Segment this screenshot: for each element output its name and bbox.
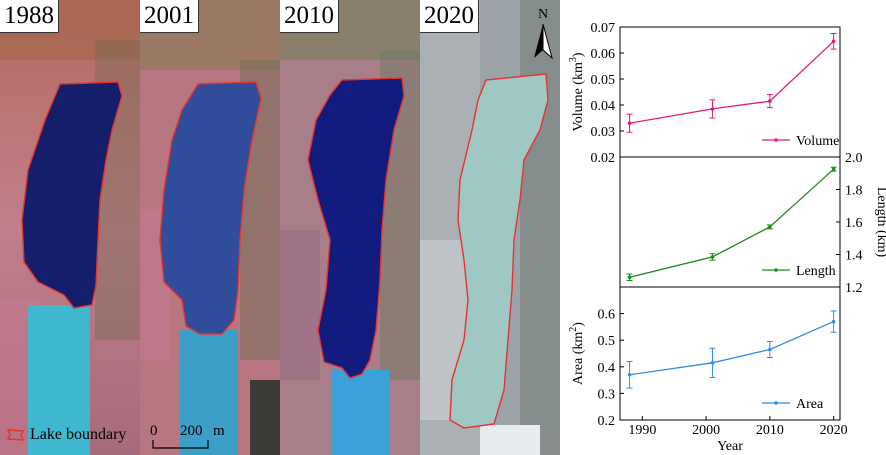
data-point bbox=[710, 361, 715, 365]
x-tick-label: 1990 bbox=[628, 423, 656, 438]
plot-frame bbox=[619, 286, 841, 421]
scale-zero: 0 bbox=[150, 423, 158, 439]
series-line-length bbox=[629, 168, 835, 278]
data-point bbox=[831, 39, 836, 44]
y-tick-label: 0.4 bbox=[598, 361, 616, 376]
north-label: N bbox=[538, 7, 548, 22]
data-point bbox=[627, 372, 632, 377]
x-axis-title: Year bbox=[717, 439, 743, 454]
y-axis-title: Length (km) bbox=[874, 187, 886, 258]
line-charts: 0.02 0.03 0.04 0.05 0.06 0.07 Volume (km3) Volu… bbox=[568, 21, 886, 454]
legend-label: Area bbox=[796, 397, 824, 412]
year-label: 2010 bbox=[280, 0, 339, 33]
map-legend: Lake boundary bbox=[4, 426, 126, 444]
scale-unit: m bbox=[213, 423, 225, 439]
y-tick-label: 1.2 bbox=[845, 281, 863, 296]
scale-line bbox=[152, 440, 209, 449]
legend-marker bbox=[774, 138, 778, 142]
lake-boundary-icon bbox=[6, 429, 25, 441]
y-tick-label: 1.8 bbox=[845, 184, 863, 199]
lake-water-2010 bbox=[307, 77, 405, 379]
map-panel-2001: 2001 bbox=[140, 0, 280, 455]
y-tick-label: 1.6 bbox=[845, 216, 863, 231]
y-tick-label: 0.3 bbox=[598, 387, 616, 402]
legend-marker bbox=[774, 268, 778, 272]
y-tick-label: 0.5 bbox=[598, 334, 616, 349]
satellite-image-1988 bbox=[0, 0, 140, 455]
north-arrow-icon: N bbox=[534, 7, 553, 60]
y-tick-label: 0.03 bbox=[591, 125, 616, 140]
lake-water-2001 bbox=[159, 81, 262, 335]
satellite-image-2001 bbox=[140, 0, 280, 455]
x-tick-label: 2020 bbox=[820, 423, 848, 438]
x-tick-label: 2000 bbox=[692, 423, 720, 438]
x-tick-label: 2010 bbox=[756, 423, 784, 438]
series-line-volume bbox=[629, 40, 835, 124]
y-axis-title: Volume (km3) bbox=[568, 52, 586, 131]
data-point bbox=[768, 347, 772, 352]
map-panel-1988: 1988 bbox=[0, 0, 140, 455]
y-tick-label: 2.0 bbox=[845, 151, 863, 166]
y-tick-label: 0.6 bbox=[598, 308, 616, 323]
legend-marker bbox=[774, 401, 778, 405]
legend-label: Lake boundary bbox=[30, 426, 127, 443]
data-point bbox=[710, 255, 715, 259]
satellite-image-2010 bbox=[280, 0, 420, 455]
data-point bbox=[768, 99, 772, 103]
year-label: 1988 bbox=[0, 0, 59, 33]
year-label: 2020 bbox=[420, 0, 479, 33]
map-panel-2020: 2020 N bbox=[420, 0, 560, 455]
satellite-image-2020 bbox=[420, 0, 560, 455]
data-point bbox=[831, 319, 836, 324]
data-point bbox=[627, 275, 632, 280]
y-tick-label: 0.2 bbox=[598, 414, 616, 429]
y-tick-label: 0.05 bbox=[591, 73, 616, 88]
y-tick-label: 1.4 bbox=[845, 249, 863, 264]
data-point bbox=[710, 107, 715, 111]
lake-water-2020 bbox=[449, 73, 549, 429]
scale-value: 200 bbox=[180, 423, 203, 439]
y-tick-label: 0.07 bbox=[591, 21, 616, 36]
lake-water-1988 bbox=[21, 81, 123, 309]
map-panel-2010: 2010 bbox=[280, 0, 420, 455]
data-point bbox=[768, 225, 772, 229]
data-point bbox=[627, 121, 632, 125]
y-tick-label: 0.04 bbox=[591, 99, 616, 114]
series-line-area bbox=[629, 320, 834, 376]
scale-bar: 0 200 m bbox=[150, 423, 240, 451]
data-point bbox=[831, 167, 836, 171]
legend-label: Length bbox=[796, 264, 836, 279]
legend-label: Volume bbox=[796, 134, 839, 149]
year-label: 2001 bbox=[140, 0, 199, 33]
y-tick-label: 0.06 bbox=[591, 47, 616, 62]
y-axis-title: Area (km2) bbox=[568, 322, 586, 385]
y-tick-label: 0.02 bbox=[591, 151, 616, 166]
